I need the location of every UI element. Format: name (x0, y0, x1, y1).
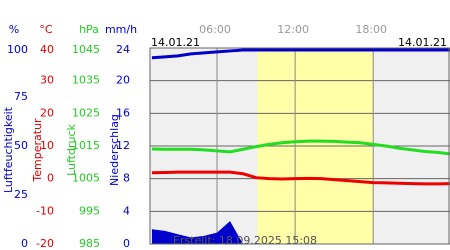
series-line (151, 170, 450, 186)
y-tick-label: -10 (36, 204, 54, 217)
y-tick-label: 75 (14, 90, 28, 103)
y-tick-label: 24 (116, 43, 130, 56)
y-tick-label: 1035 (72, 74, 100, 87)
y-tick-label: 4 (123, 204, 130, 217)
date-left: 14.01.21 (151, 36, 200, 49)
y-tick-label: 0 (47, 172, 54, 185)
y-tick-label: 985 (79, 237, 100, 250)
axis-label: Luftdruck (65, 123, 78, 175)
y-tick-label: 1045 (72, 43, 100, 56)
y-tick-label: 1005 (72, 172, 100, 185)
y-tick-label: 20 (116, 74, 130, 87)
date-right: 14.01.21 (398, 36, 447, 49)
y-tick-label: 10 (40, 139, 54, 152)
y-tick-label: 100 (7, 43, 28, 56)
plot-frame (149, 47, 450, 245)
y-tick-label: 8 (123, 172, 130, 185)
footer: Erstellt: 18.09.2025 15:08 (173, 234, 317, 247)
y-tick-label: 40 (40, 43, 54, 56)
y-tick-label: 30 (40, 74, 54, 87)
axis-label: Luftfeuchtigkeit (2, 106, 15, 193)
axis-label: Temperatur (31, 118, 44, 183)
axis-unit: mm/h (105, 23, 137, 36)
y-tick-label: 0 (123, 237, 130, 250)
series-line (151, 139, 450, 156)
y-tick-label: 16 (116, 106, 130, 119)
x-tick-label: 18:00 (355, 23, 387, 36)
y-tick-label: 20 (40, 106, 54, 119)
y-tick-label: -20 (36, 237, 54, 250)
series-line (151, 48, 450, 60)
y-tick-label: 50 (14, 139, 28, 152)
y-tick-label: 12 (116, 139, 130, 152)
axis-label: Niederschlag (108, 114, 121, 186)
y-tick-label: 1025 (72, 106, 100, 119)
precipitation-area (151, 221, 450, 244)
axis-unit: % (9, 23, 19, 36)
y-tick-label: 0 (21, 237, 28, 250)
axis-unit: hPa (79, 23, 99, 36)
x-tick-label: 06:00 (199, 23, 231, 36)
x-tick-label: 12:00 (277, 23, 309, 36)
y-tick-label: 995 (79, 204, 100, 217)
y-tick-label: 25 (14, 188, 28, 201)
y-tick-label: 1015 (72, 139, 100, 152)
axis-unit: °C (39, 23, 53, 36)
